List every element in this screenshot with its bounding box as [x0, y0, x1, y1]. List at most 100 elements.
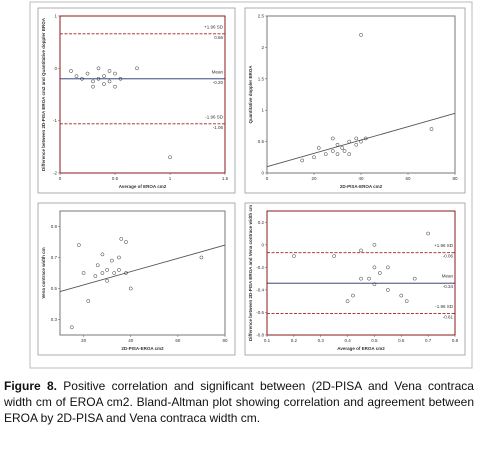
y-tick-label: -2	[53, 171, 57, 176]
y-tick-label: -0.6	[256, 310, 264, 315]
point	[112, 271, 117, 275]
point	[359, 248, 363, 253]
reference-name: +1.96 SD	[204, 24, 224, 29]
point	[80, 76, 84, 81]
point	[347, 152, 352, 157]
x-tick-label: 0.7	[425, 338, 432, 343]
panel	[244, 202, 466, 356]
point	[372, 265, 377, 270]
reference-value: -0.06	[443, 254, 454, 259]
x-axis-label: 2D-PISA-EROA cm2	[340, 184, 383, 189]
x-tick-label: 0.2	[291, 338, 298, 343]
point	[105, 268, 109, 272]
point	[404, 299, 409, 304]
point	[117, 255, 121, 260]
y-axis-label: Difference between 2D-PISA EROA cm2 and …	[41, 17, 46, 171]
point	[113, 71, 117, 76]
y-tick-label: -0.2	[256, 265, 264, 270]
x-tick-label: 40	[358, 176, 364, 181]
point	[81, 271, 86, 275]
point	[119, 237, 124, 241]
plot-frame	[266, 210, 456, 336]
point	[113, 84, 117, 89]
point	[412, 276, 417, 281]
plot-frame	[59, 15, 226, 174]
y-tick-label: 0	[261, 171, 264, 176]
point	[429, 127, 434, 131]
point	[91, 79, 95, 84]
point	[93, 274, 98, 278]
point	[330, 149, 335, 153]
point	[377, 271, 382, 275]
point	[124, 271, 128, 275]
y-tick-label: 0.7	[51, 255, 58, 260]
point	[86, 299, 91, 303]
figure-border	[29, 1, 473, 369]
x-axis-label: Average of EROA cm2	[337, 346, 385, 351]
y-tick-label: 0.5	[51, 286, 58, 291]
point	[351, 293, 355, 298]
x-tick-label: 0.8	[452, 338, 459, 343]
x-tick-label: 60	[405, 176, 411, 181]
point	[342, 149, 347, 153]
point	[354, 136, 359, 141]
reference-name: Mean	[442, 274, 454, 279]
y-axis-label: Vena contrace width cm	[41, 247, 46, 298]
point	[118, 76, 123, 81]
caption-label: Figure 8.	[4, 379, 57, 393]
y-tick-label: 1	[261, 108, 264, 113]
point	[335, 142, 340, 147]
x-axis-label: Average of EROA cm2	[119, 184, 167, 189]
reference-value: -1.06	[213, 125, 224, 130]
y-tick-label: 0.9	[51, 224, 58, 229]
x-tick-label: 20	[311, 176, 317, 181]
reference-name: +1.96 SD	[434, 243, 454, 248]
trendline	[59, 244, 226, 293]
point	[347, 139, 352, 144]
point	[426, 231, 430, 236]
y-tick-label: 0.5	[258, 139, 265, 144]
point	[332, 254, 336, 258]
y-tick-label: -0.4	[256, 287, 264, 292]
point	[340, 146, 345, 150]
point	[128, 286, 133, 291]
point	[300, 158, 305, 163]
point	[359, 276, 363, 281]
point	[85, 71, 90, 76]
x-tick-label: 0.3	[318, 338, 325, 343]
x-tick-label: 20	[81, 338, 87, 343]
y-tick-label: 2	[261, 45, 264, 50]
caption-text: Positive correlation and significant bet…	[4, 379, 474, 425]
reference-name: Mean	[212, 69, 224, 74]
panel	[244, 7, 466, 194]
x-tick-label: 0	[266, 176, 269, 181]
reference-name: -1.96 SD	[205, 114, 224, 119]
plot-frame	[59, 210, 226, 336]
y-tick-label: -1	[53, 118, 57, 123]
point	[69, 69, 73, 73]
point	[107, 69, 112, 73]
y-axis-label: Difference between 2D-PISA EROA and Vena…	[248, 205, 253, 341]
x-tick-label: 0	[59, 176, 62, 181]
point	[124, 240, 128, 244]
point	[372, 242, 377, 247]
panel	[37, 7, 236, 194]
y-tick-label: 0.3	[51, 317, 58, 322]
point	[100, 271, 105, 275]
reference-value: -0.34	[443, 284, 454, 289]
y-tick-label: 0	[54, 66, 57, 71]
x-tick-label: 40	[128, 338, 134, 343]
point	[107, 79, 112, 84]
point	[100, 252, 105, 257]
point	[386, 265, 390, 270]
point	[105, 278, 109, 283]
reference-name: -1.96 SD	[435, 304, 454, 309]
point	[96, 76, 101, 81]
x-axis-label: 2D-PISA-EROA cm2	[121, 346, 164, 351]
reference-value: -0.61	[443, 315, 454, 320]
x-tick-label: 0.5	[371, 338, 378, 343]
point	[102, 82, 106, 86]
point	[316, 146, 321, 150]
point	[69, 325, 74, 330]
point	[312, 155, 316, 160]
